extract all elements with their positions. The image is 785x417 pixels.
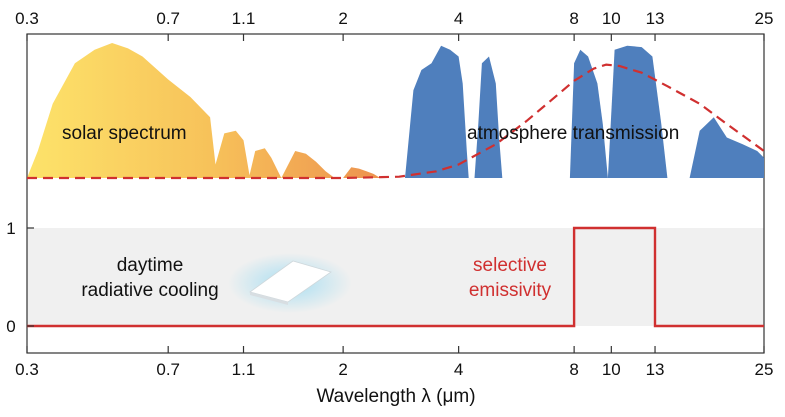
x-tick-label-bottom: 8 [569, 360, 578, 379]
x-axis-label: Wavelength λ (μm) [316, 386, 475, 407]
cooling-label-line2: radiative cooling [81, 280, 218, 301]
atmosphere-band-3 [569, 49, 608, 178]
x-tick-label-top: 0.3 [15, 9, 39, 28]
cooling-panel-icon [249, 260, 332, 303]
plot-frame [26, 33, 765, 354]
cooling-panel-edge [250, 292, 288, 305]
selective-label-line2: emissivity [469, 280, 552, 301]
atmosphere-band-1 [405, 45, 469, 179]
band-background [27, 228, 764, 326]
y-tick-label: 1 [6, 219, 15, 238]
x-tick-label-bottom: 13 [646, 360, 665, 379]
blackbody-dashed-curve [27, 63, 765, 180]
atmosphere-transmission-layer [405, 45, 764, 179]
x-tick-label-bottom: 10 [602, 360, 621, 379]
x-tick-label-bottom: 4 [454, 360, 463, 379]
x-tick-label-top: 2 [338, 9, 347, 28]
x-tick-label-bottom: 0.7 [156, 360, 180, 379]
x-tick-label-bottom: 1.1 [232, 360, 256, 379]
x-tick-label-top: 8 [569, 9, 578, 28]
x-tick-label-bottom: 25 [755, 360, 774, 379]
solar-spectrum-layer [27, 43, 394, 178]
solar-spectrum-area [27, 43, 394, 178]
atmosphere-transmission-label: atmosphere transmission [467, 123, 679, 144]
tick-layer: 0.3 0.3 0.7 0.7 1.1 1.1 2 2 4 4 8 8 10 10 13 13 25 25 0 1 [6, 9, 773, 379]
x-tick-label-bottom: 0.3 [15, 360, 39, 379]
x-tick-label-bottom: 2 [338, 360, 347, 379]
x-tick-label-top: 13 [646, 9, 665, 28]
x-tick-label-top: 10 [602, 9, 621, 28]
cooling-label-line1: daytime [117, 255, 184, 276]
x-tick-label-top: 25 [755, 9, 774, 28]
atmosphere-band-4 [607, 45, 668, 179]
selective-label-line1: selective [473, 255, 547, 276]
x-tick-label-top: 0.7 [156, 9, 180, 28]
x-tick-label-top: 1.1 [232, 9, 256, 28]
y-tick-label: 0 [6, 317, 15, 336]
blackbody-curve-layer [27, 63, 765, 180]
solar-spectrum-label: solar spectrum [62, 123, 187, 144]
x-tick-label-top: 4 [454, 9, 463, 28]
atmosphere-band-5 [689, 117, 764, 178]
atmosphere-band-2 [474, 56, 503, 178]
emissivity-step-curve [27, 226, 764, 328]
emissivity-layer [27, 226, 764, 328]
